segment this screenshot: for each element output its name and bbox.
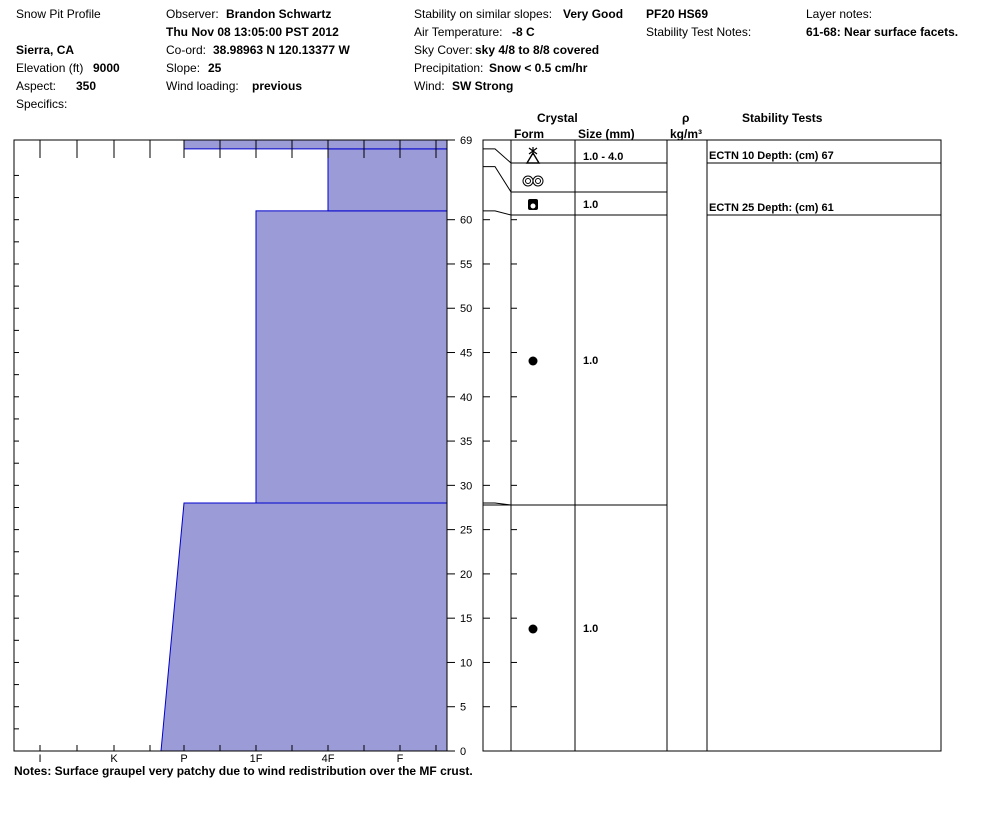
sky-value: sky 4/8 to 8/8 covered [475,43,600,57]
x-tick-label-I: I [38,753,41,765]
size-header: Size (mm) [578,127,635,141]
x-tick-label-1F: 1F [250,753,263,765]
layer-connector-0 [483,148,512,164]
aspect-value: 350 [76,79,97,93]
air-temp-value: -8 C [512,25,535,39]
wind-label: Wind: [414,79,445,93]
stability-tests-header: Stability Tests [742,111,823,125]
layer-connector-3 [483,502,512,506]
crust-dot-icon [530,203,536,209]
hardness-frame [13,139,448,752]
stability-test-0: ECTN 10 Depth: (cm) 67 [709,150,834,162]
slope-value: 25 [208,61,222,75]
crystal-size-3: 1.0 [583,355,598,367]
y-tick-label-15: 15 [460,613,472,625]
crystal-form-icon-3 [528,356,538,366]
facet-inner-icon [535,178,541,184]
elevation-label: Elevation (ft) [16,61,84,75]
rounded-grain-icon [528,624,538,634]
wind-loading-label: Wind loading: [166,79,239,93]
hardness-layer-3 [183,139,448,150]
coord-value: 38.98963 N 120.13377 W [213,43,350,57]
rounded-grain-icon [528,356,538,366]
crystal-size-4: 1.0 [583,623,598,635]
specifics-label: Specifics: [16,97,68,111]
crystal-form-icon-2 [528,199,538,210]
rho-header: ρ [682,111,690,125]
x-tick-label-F: F [397,753,404,765]
observer-value: Brandon Schwartz [226,7,332,21]
y-tick-label-20: 20 [460,569,472,581]
y-tick-label-30: 30 [460,480,472,492]
layer-notes-value: 61-68: Near surface facets. [806,25,959,39]
layer-connector-2 [483,210,512,216]
crystal-form-icon-0 [525,147,541,164]
x-tick-label-K: K [110,753,118,765]
page-title: Snow Pit Profile [16,7,101,21]
elevation-value: 9000 [93,61,120,75]
x-tick-label-4F: 4F [322,753,335,765]
pf-hs: PF20 HS69 [646,7,709,21]
aspect-label: Aspect: [16,79,57,93]
layer-notes-label: Layer notes: [806,7,873,21]
location: Sierra, CA [16,43,75,57]
slope-label: Slope: [166,61,201,75]
crystal-size-2: 1.0 [583,199,598,211]
precip-value: Snow < 0.5 cm/hr [489,61,588,75]
y-tick-label-40: 40 [460,392,472,404]
stability-label: Stability on similar slopes: [414,7,553,21]
y-tick-label-35: 35 [460,436,472,448]
observation-datetime: Thu Nov 08 13:05:00 PST 2012 [166,25,339,39]
y-tick-label-10: 10 [460,657,472,669]
y-tick-label-50: 50 [460,303,472,315]
sky-label: Sky Cover: [414,43,473,57]
hardness-layer-1 [255,210,448,504]
y-tick-label-55: 55 [460,259,472,271]
stability-test-1: ECTN 25 Depth: (cm) 61 [709,202,834,214]
hardness-layer-0 [160,502,448,752]
crystal-form-icon-4 [528,624,538,634]
wind-loading-value: previous [252,79,303,93]
facet-ring-icon [532,175,544,187]
facet-ring-icon [522,175,534,187]
facet-inner-icon [525,178,531,184]
graupel-icon [525,151,541,164]
y-tick-label-60: 60 [460,215,472,227]
form-header: Form [514,127,544,141]
precip-label: Precipitation: [414,61,484,75]
wind-value: SW Strong [452,79,514,93]
layer-connector-1 [483,166,512,193]
y-tick-label-25: 25 [460,525,472,537]
crystal-size-0: 1.0 - 4.0 [583,151,623,163]
graupel-star-icon [528,147,538,155]
x-tick-label-P: P [180,753,187,765]
stability-value: Very Good [563,7,624,21]
air-temp-label: Air Temperature: [414,25,503,39]
y-tick-label-0: 0 [460,746,466,758]
coord-label: Co-ord: [166,43,207,57]
density-header: kg/m³ [670,127,703,141]
observer-label: Observer: [166,7,219,21]
notes: Notes: Surface graupel very patchy due t… [14,764,473,778]
layer-table-frame [482,139,942,752]
crystal-form-icon-1 [522,175,544,187]
y-tick-label-45: 45 [460,348,472,360]
hardness-layer-2 [327,148,448,212]
stability-test-notes-label: Stability Test Notes: [646,25,752,39]
crystal-header: Crystal [537,111,578,125]
y-tick-label-69: 69 [460,135,472,147]
y-tick-label-5: 5 [460,702,466,714]
